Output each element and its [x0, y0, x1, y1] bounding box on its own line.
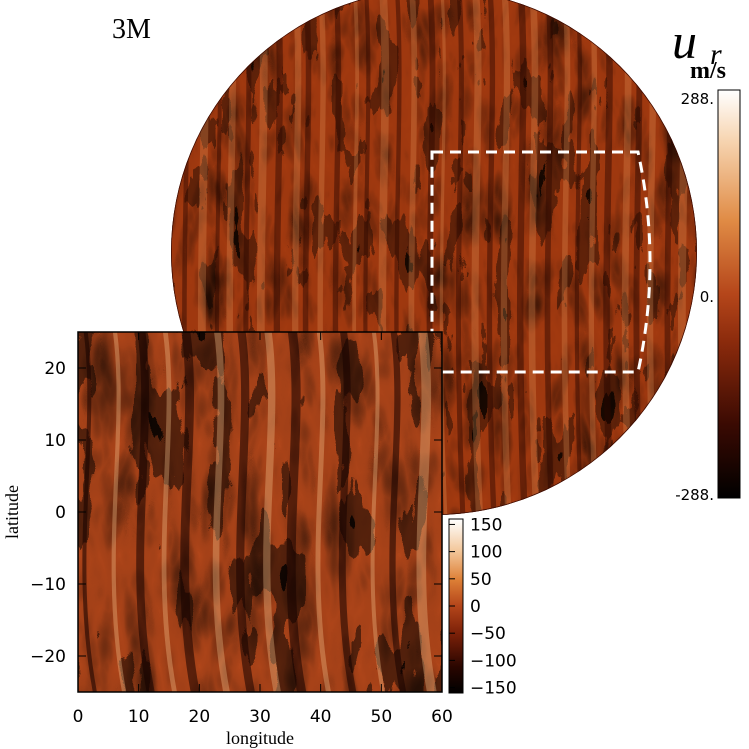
bright-upflow-lane	[528, 0, 540, 515]
bright-upflow-lane	[111, 332, 127, 692]
bright-upflow-lane	[416, 332, 437, 692]
x-tick-label: 30	[249, 707, 271, 727]
inset-colorbar-label: 0	[470, 597, 481, 617]
dark-downflow-lane	[82, 332, 97, 692]
dark-downflow-lane	[180, 332, 200, 692]
dark-downflow-lane	[574, 0, 584, 515]
colorbar-symbol-subscript: r	[710, 38, 722, 71]
inset-colorbar-label: −100	[470, 651, 517, 671]
dark-downflow-lane	[136, 332, 155, 692]
inset-x-axis-label: longitude	[226, 728, 294, 748]
inset-axis-ticks	[77, 332, 443, 692]
colorbar-max-label: 288.	[681, 90, 714, 108]
bright-upflow-lane	[263, 332, 281, 692]
inset-map	[78, 332, 442, 692]
inset-colorbar-label: 100	[470, 543, 502, 563]
colorbar-symbol: u	[672, 13, 697, 69]
x-tick-label: 40	[310, 707, 332, 727]
inset-y-axis-label: latitude	[2, 485, 22, 539]
dark-downflow-lane	[455, 0, 466, 515]
dark-downflow-lane	[516, 0, 529, 515]
dark-downflow-lane	[286, 332, 307, 692]
dark-downflow-lane	[338, 332, 357, 692]
panel-label: 3M	[112, 14, 151, 45]
bright-upflow-lane	[677, 0, 691, 515]
bright-upflow-lane	[161, 332, 177, 692]
x-tick-label: 0	[73, 707, 84, 727]
inset-stripes	[82, 332, 437, 692]
bright-upflow-lane	[500, 0, 512, 515]
inset-colorbar-label: −150	[470, 679, 517, 699]
dark-downflow-lane	[389, 332, 407, 692]
y-tick-label: 10	[44, 431, 66, 451]
inset-colorbar-labels: 150 100 50 0 −50 −100 −150	[449, 515, 517, 699]
bright-upflow-lane	[315, 332, 331, 692]
bright-upflow-lane	[212, 332, 230, 692]
colorbar-units: m/s	[690, 58, 726, 84]
inset-colorbar-label: −50	[470, 624, 506, 644]
x-tick-label: 20	[189, 707, 211, 727]
inset-y-tick-labels: 20 10 0 −10 −20	[30, 359, 66, 667]
x-tick-label: 50	[371, 707, 393, 727]
highlight-region-outline	[430, 150, 652, 374]
y-tick-label: 0	[55, 503, 66, 523]
colorbar-mid-label: 0.	[700, 288, 714, 306]
colorbar-min-label: -288.	[675, 486, 714, 504]
dark-downflow-lane	[544, 0, 555, 515]
bright-upflow-lane	[588, 0, 599, 515]
bright-upflow-lane	[561, 0, 572, 515]
x-tick-label: 60	[431, 707, 453, 727]
dark-downflow-lane	[486, 0, 497, 515]
y-tick-label: −20	[30, 647, 66, 667]
inset-colorbar-label: 50	[470, 570, 492, 590]
x-tick-label: 10	[128, 707, 150, 727]
main-colorbar	[717, 89, 741, 499]
y-tick-label: 20	[44, 359, 66, 379]
y-tick-label: −10	[30, 575, 66, 595]
dark-downflow-lane	[236, 332, 255, 692]
inset-x-tick-labels: 0 10 20 30 40 50 60	[73, 707, 453, 727]
inset-colorbar-label: 150	[470, 515, 502, 535]
bright-upflow-lane	[370, 332, 386, 692]
bright-upflow-lane	[471, 0, 484, 515]
